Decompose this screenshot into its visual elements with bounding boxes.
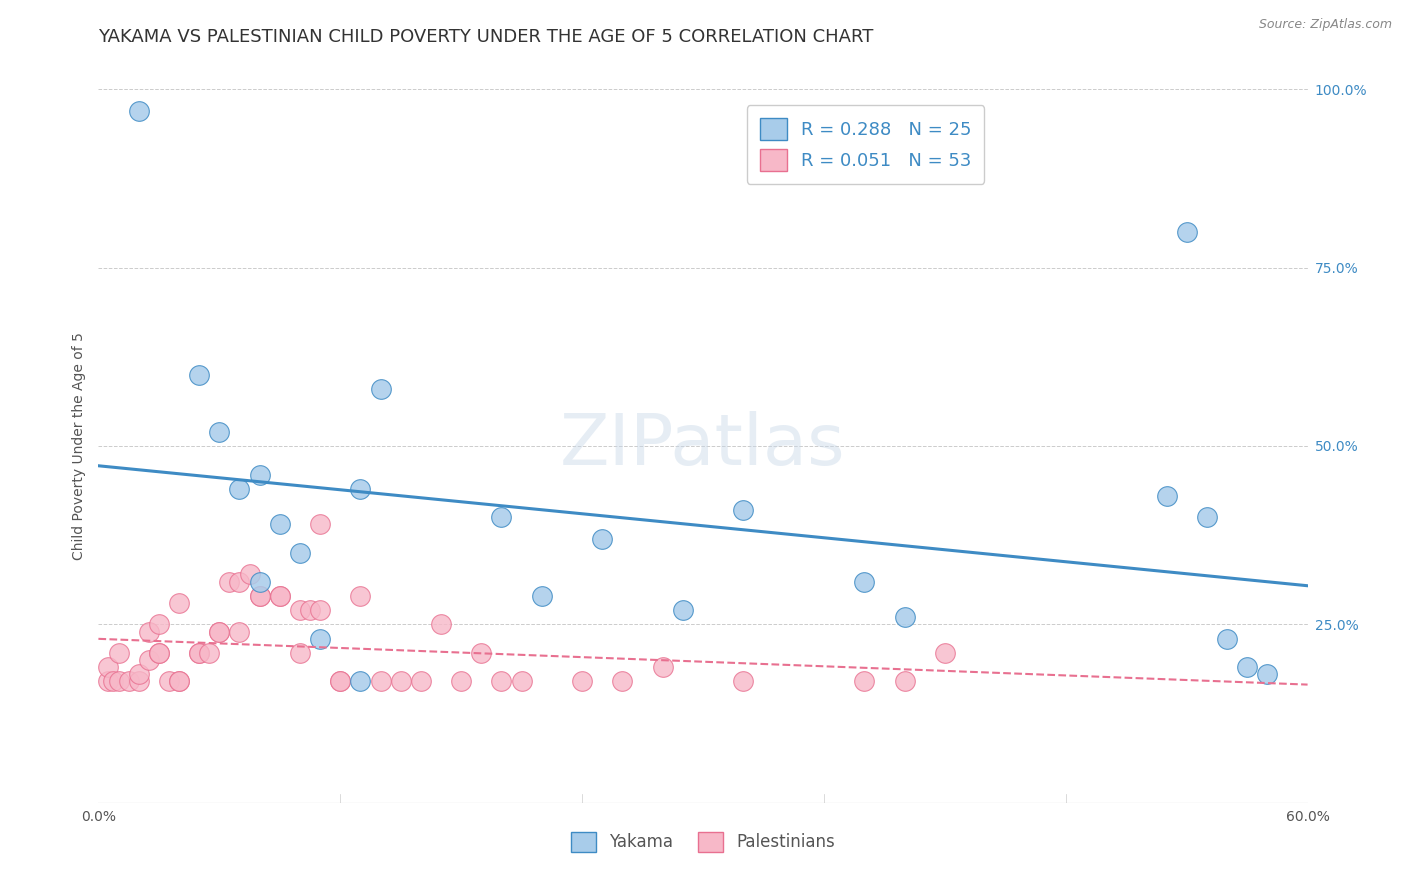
- Point: [128, 674, 150, 689]
- Point: [128, 103, 150, 118]
- Point: [309, 603, 332, 617]
- Point: [249, 589, 271, 603]
- Point: [651, 660, 673, 674]
- Point: [148, 617, 170, 632]
- Point: [329, 674, 352, 689]
- Point: [208, 624, 231, 639]
- Point: [430, 617, 453, 632]
- Point: [269, 589, 291, 603]
- Point: [491, 674, 513, 689]
- Point: [893, 674, 915, 689]
- Point: [148, 646, 170, 660]
- Point: [491, 510, 513, 524]
- Point: [208, 624, 231, 639]
- Text: YAKAMA VS PALESTINIAN CHILD POVERTY UNDER THE AGE OF 5 CORRELATION CHART: YAKAMA VS PALESTINIAN CHILD POVERTY UNDE…: [98, 29, 873, 46]
- Point: [167, 596, 190, 610]
- Point: [269, 589, 291, 603]
- Point: [672, 603, 695, 617]
- Point: [530, 589, 553, 603]
- Point: [1216, 632, 1239, 646]
- Point: [1156, 489, 1178, 503]
- Point: [591, 532, 613, 546]
- Point: [329, 674, 352, 689]
- Point: [288, 646, 311, 660]
- Point: [450, 674, 472, 689]
- Point: [934, 646, 956, 660]
- Point: [349, 589, 371, 603]
- Point: [1195, 510, 1218, 524]
- Point: [389, 674, 412, 689]
- Point: [208, 425, 231, 439]
- Point: [349, 674, 371, 689]
- Y-axis label: Child Poverty Under the Age of 5: Child Poverty Under the Age of 5: [72, 332, 86, 560]
- Point: [370, 382, 392, 396]
- Point: [107, 674, 129, 689]
- Point: [188, 368, 211, 382]
- Point: [249, 467, 271, 482]
- Point: [118, 674, 141, 689]
- Point: [571, 674, 593, 689]
- Point: [157, 674, 180, 689]
- Point: [101, 674, 124, 689]
- Point: [97, 674, 120, 689]
- Point: [510, 674, 533, 689]
- Point: [1175, 225, 1198, 239]
- Point: [107, 646, 129, 660]
- Text: ZIPatlas: ZIPatlas: [560, 411, 846, 481]
- Point: [470, 646, 492, 660]
- Point: [612, 674, 634, 689]
- Point: [198, 646, 221, 660]
- Point: [309, 517, 332, 532]
- Point: [228, 482, 250, 496]
- Point: [218, 574, 240, 589]
- Point: [370, 674, 392, 689]
- Legend: Yakama, Palestinians: Yakama, Palestinians: [564, 825, 842, 859]
- Point: [1256, 667, 1278, 681]
- Point: [409, 674, 432, 689]
- Point: [733, 503, 755, 517]
- Point: [228, 624, 250, 639]
- Point: [249, 574, 271, 589]
- Point: [299, 603, 322, 617]
- Point: [1236, 660, 1258, 674]
- Point: [249, 589, 271, 603]
- Point: [128, 667, 150, 681]
- Point: [893, 610, 915, 624]
- Point: [228, 574, 250, 589]
- Point: [853, 674, 876, 689]
- Point: [349, 482, 371, 496]
- Point: [288, 546, 311, 560]
- Point: [188, 646, 211, 660]
- Point: [853, 574, 876, 589]
- Point: [309, 632, 332, 646]
- Point: [167, 674, 190, 689]
- Point: [167, 674, 190, 689]
- Point: [239, 567, 262, 582]
- Point: [148, 646, 170, 660]
- Point: [97, 660, 120, 674]
- Point: [188, 646, 211, 660]
- Point: [288, 603, 311, 617]
- Point: [733, 674, 755, 689]
- Point: [269, 517, 291, 532]
- Text: Source: ZipAtlas.com: Source: ZipAtlas.com: [1258, 18, 1392, 31]
- Point: [138, 624, 160, 639]
- Point: [138, 653, 160, 667]
